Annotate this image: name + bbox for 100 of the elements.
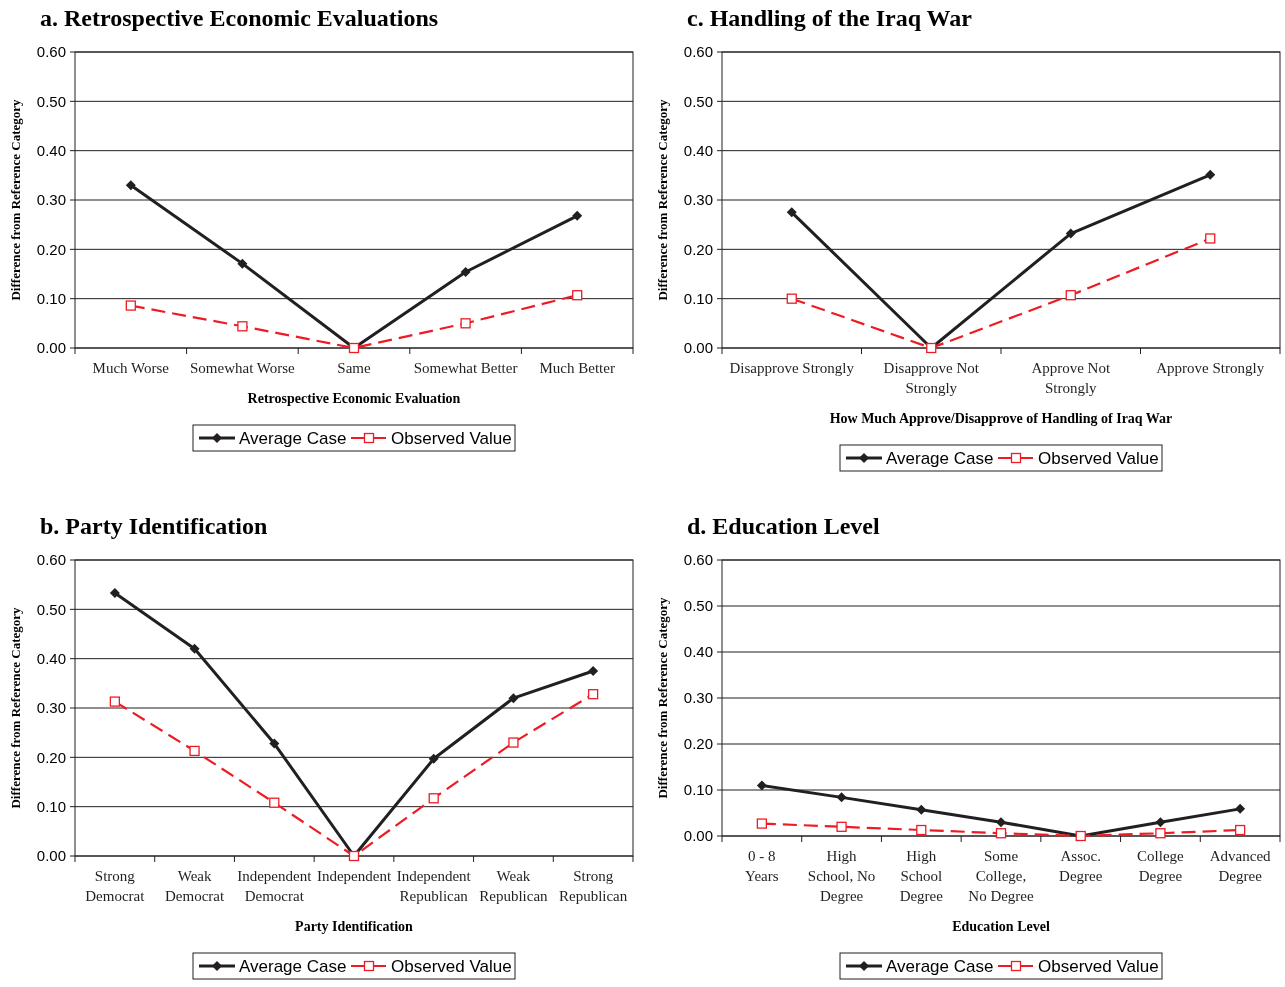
point (1205, 169, 1216, 180)
point (269, 797, 280, 808)
y-tick-label: 0.00 (36, 339, 66, 357)
x-tick-label: Somewhat Worse (190, 360, 296, 376)
point (189, 643, 200, 654)
legend-label: Observed Value (1038, 957, 1159, 976)
point (588, 666, 599, 676)
point (756, 780, 767, 791)
point (1234, 824, 1246, 836)
y-tick-label: 0.40 (683, 643, 713, 661)
x-tick-label: Weak Republican (479, 868, 549, 904)
y-tick-label: 0.50 (683, 92, 713, 110)
x-tick-label: Much Worse (92, 360, 170, 376)
chart-title: a. Retrospective Economic Evaluations (40, 5, 439, 31)
chart-title: b. Party Identification (40, 513, 268, 539)
y-tick-label: 0.10 (683, 781, 713, 799)
x-axis-title: Party Identification (295, 919, 414, 934)
x-tick-label: Independent Democrat (237, 868, 313, 904)
point (786, 207, 797, 218)
x-tick-label: Approve Not Strongly (1031, 360, 1111, 396)
point (125, 180, 136, 191)
y-tick-label: 0.40 (36, 649, 66, 667)
y-tick-label: 0.50 (36, 92, 66, 110)
y-tick-label: 0.50 (36, 600, 66, 618)
point (995, 828, 1007, 839)
point (428, 793, 439, 804)
y-tick-label: 0.20 (36, 748, 66, 766)
x-tick-label: Disapprove Not Strongly (883, 360, 980, 396)
point (1065, 228, 1076, 239)
point (109, 696, 121, 707)
x-tick-label: Strong Republican (558, 868, 628, 904)
x-tick-label: Independent Republican (396, 868, 472, 904)
point (109, 588, 120, 599)
point (1235, 803, 1246, 814)
x-axis-title: How Much Approve/Disapprove of Handling of Iraq War (829, 411, 1173, 426)
point (237, 258, 248, 269)
x-tick-label: Disapprove Strongly (729, 360, 855, 376)
point (836, 792, 847, 803)
point (996, 817, 1006, 828)
y-tick-label: 0.30 (36, 699, 66, 717)
y-tick-label: 0.20 (683, 240, 713, 258)
y-tick-label: 0.40 (683, 141, 713, 159)
x-tick-label: Some College, No Degree (968, 848, 1035, 904)
chart-title: d. Education Level (687, 513, 881, 539)
y-tick-label: 0.10 (36, 289, 66, 307)
x-tick-label: High School Degree (899, 848, 944, 904)
point (572, 210, 583, 221)
y-tick-label: 0.40 (36, 141, 66, 159)
point (189, 745, 200, 757)
point (1155, 828, 1166, 839)
x-axis-title: Education Level (952, 919, 1050, 934)
y-axis-title: Difference from Reference Category (8, 98, 23, 301)
y-axis-title: Difference from Reference Category (655, 596, 670, 799)
y-tick-label: 0.00 (683, 339, 713, 357)
point (237, 321, 248, 332)
y-tick-label: 0.60 (36, 43, 66, 61)
point (460, 267, 471, 278)
y-tick-label: 0.00 (683, 827, 713, 845)
point (428, 753, 439, 764)
point (786, 293, 797, 304)
point (269, 738, 280, 749)
chart-title: c. Handling of the Iraq War (687, 5, 973, 31)
y-tick-label: 0.50 (683, 597, 713, 615)
y-tick-label: 0.10 (683, 289, 713, 307)
y-tick-label: 0.30 (683, 191, 713, 209)
y-axis-title: Difference from Reference Category (8, 606, 23, 809)
x-tick-label: Weak Democrat (165, 868, 225, 904)
legend-label: Observed Value (391, 429, 512, 448)
y-tick-label: 0.60 (36, 551, 66, 569)
legend-label: Average Case (239, 957, 347, 976)
y-tick-label: 0.20 (683, 735, 713, 753)
point (572, 290, 583, 301)
x-tick-label: 0 - 8 Years (745, 848, 779, 884)
legend-label: Observed Value (1038, 449, 1159, 468)
point (756, 818, 768, 829)
x-axis-title: Retrospective Economic Evaluation (247, 391, 461, 406)
point (1155, 817, 1166, 828)
legend-label: Average Case (239, 429, 347, 448)
y-tick-label: 0.30 (683, 689, 713, 707)
x-tick-label: Same (337, 360, 371, 376)
point (508, 693, 519, 704)
x-tick-label: Independent (316, 868, 392, 884)
legend-label: Average Case (886, 957, 994, 976)
point (916, 804, 927, 815)
x-tick-label: Assoc. Degree (1059, 848, 1103, 884)
y-tick-label: 0.60 (683, 551, 713, 569)
y-axis-title: Difference from Reference Category (655, 98, 670, 301)
point (587, 689, 599, 700)
x-tick-label: College Degree (1137, 848, 1185, 884)
x-tick-label: High School, No Degree (807, 848, 876, 904)
x-tick-label: Much Better (539, 360, 615, 376)
point (460, 318, 471, 329)
y-tick-label: 0.00 (36, 847, 66, 865)
point (1065, 290, 1076, 301)
x-tick-label: Advanced Degree (1209, 848, 1272, 884)
point (1205, 233, 1216, 244)
x-tick-label: Approve Strongly (1156, 360, 1265, 376)
point (916, 824, 927, 836)
y-tick-label: 0.20 (36, 240, 66, 258)
x-tick-label: Strong Democrat (85, 868, 146, 904)
